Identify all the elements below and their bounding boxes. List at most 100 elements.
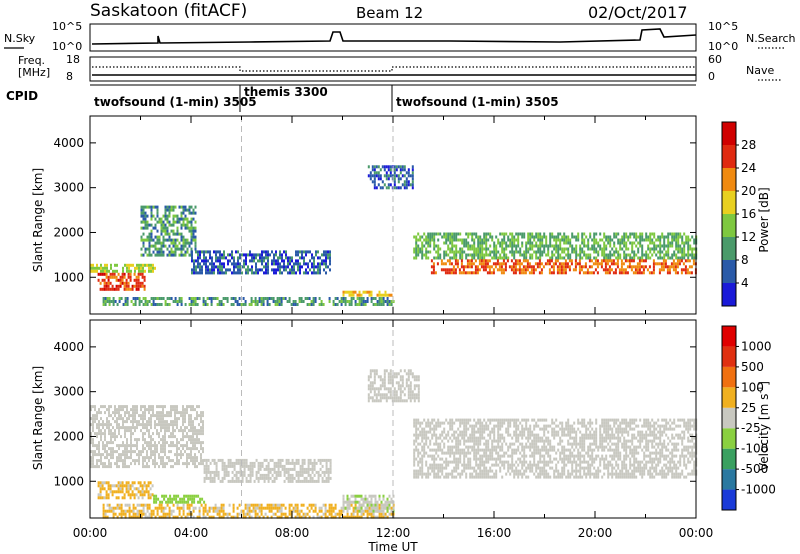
power-cell [117, 278, 120, 282]
velocity-cell [417, 463, 420, 467]
velocity-cell [309, 479, 312, 483]
power-cell [300, 297, 303, 300]
velocity-cell [174, 444, 176, 448]
power-cell [135, 287, 138, 291]
velocity-cell [150, 423, 152, 427]
power-cell [449, 232, 452, 236]
velocity-cell [160, 426, 162, 430]
power-cell [146, 214, 149, 218]
velocity-cell [325, 470, 328, 474]
power-cell [119, 275, 122, 279]
power-cell [191, 271, 193, 275]
power-cell [667, 244, 670, 248]
power-cell [425, 238, 428, 242]
power-cell [383, 165, 386, 169]
power-cell [194, 300, 197, 303]
velocity-cell [427, 430, 430, 434]
velocity-cell [362, 509, 365, 513]
velocity-cell [170, 420, 172, 424]
velocity-cell [479, 475, 482, 479]
power-cell [667, 241, 670, 245]
velocity-cell [389, 393, 392, 397]
velocity-cell [154, 506, 157, 510]
velocity-cell [90, 441, 92, 445]
power-cell [650, 271, 653, 275]
power-cell [198, 297, 201, 300]
velocity-cell [122, 441, 124, 445]
velocity-cell [246, 503, 249, 507]
power-cell [180, 232, 183, 236]
velocity-cell [92, 459, 94, 463]
power-cell [193, 259, 195, 263]
power-cell [190, 238, 193, 242]
velocity-cell [373, 378, 376, 382]
velocity-cell [108, 462, 110, 466]
velocity-cell [215, 470, 218, 474]
power-cell [273, 262, 275, 266]
power-cell [530, 271, 533, 275]
velocity-cell [150, 420, 152, 424]
power-cell [558, 271, 561, 275]
power-cell [154, 217, 157, 221]
power-cell [329, 262, 331, 266]
power-cell [329, 259, 331, 263]
velocity-cell [248, 506, 251, 510]
power-cell [421, 235, 424, 239]
power-cell [327, 265, 329, 269]
power-cell [539, 253, 542, 257]
power-cell [137, 281, 140, 285]
power-cell [483, 256, 486, 260]
power-cell [473, 247, 476, 251]
velocity-cell [176, 405, 178, 409]
power-cell [459, 232, 462, 236]
power-cell [192, 238, 195, 242]
power-cell [164, 226, 167, 230]
velocity-cell [182, 405, 184, 409]
velocity-cell [121, 496, 124, 500]
power-cell [144, 250, 147, 254]
power-cell [305, 262, 307, 266]
velocity-cell [479, 436, 482, 440]
power-cell [519, 250, 522, 254]
power-cell [521, 244, 524, 248]
power-cell [139, 284, 142, 288]
velocity-cell [261, 461, 264, 465]
velocity-cell [463, 418, 466, 422]
velocity-cell [188, 435, 190, 439]
power-cell [348, 300, 351, 303]
velocity-cell [479, 457, 482, 461]
velocity-cell [156, 509, 159, 513]
power-cell [507, 256, 510, 260]
power-cell [453, 232, 456, 236]
power-cell [184, 250, 187, 254]
velocity-cell [227, 458, 230, 462]
velocity-cell [100, 429, 102, 433]
power-cell [375, 171, 378, 175]
power-cell [392, 300, 395, 303]
power-cell [577, 253, 580, 257]
power-cell [658, 271, 661, 275]
velocity-cell [104, 432, 106, 436]
velocity-cell [213, 473, 216, 477]
power-cell [164, 232, 167, 236]
power-cell [268, 297, 271, 300]
power-cell [575, 235, 578, 239]
velocity-cell [162, 459, 164, 463]
power-cell [447, 238, 450, 242]
power-cell [319, 268, 321, 272]
power-cell [315, 265, 317, 269]
velocity-cell [483, 424, 486, 428]
power-cell [387, 174, 390, 178]
velocity-cell [301, 464, 304, 468]
velocity-cell [453, 454, 456, 458]
power-cell [463, 244, 466, 248]
velocity-cell [158, 420, 160, 424]
power-cell [483, 235, 486, 239]
velocity-cell [297, 470, 300, 474]
velocity-cell [342, 515, 345, 519]
power-cell [444, 262, 447, 266]
velocity-cell [174, 414, 176, 418]
power-cell [172, 253, 175, 257]
power-cell [474, 265, 477, 269]
velocity-cell [106, 441, 108, 445]
